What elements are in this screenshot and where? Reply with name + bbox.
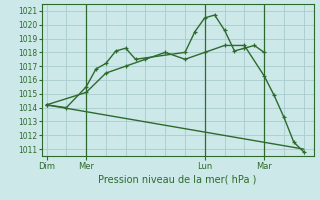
X-axis label: Pression niveau de la mer( hPa ): Pression niveau de la mer( hPa ) bbox=[99, 175, 257, 185]
